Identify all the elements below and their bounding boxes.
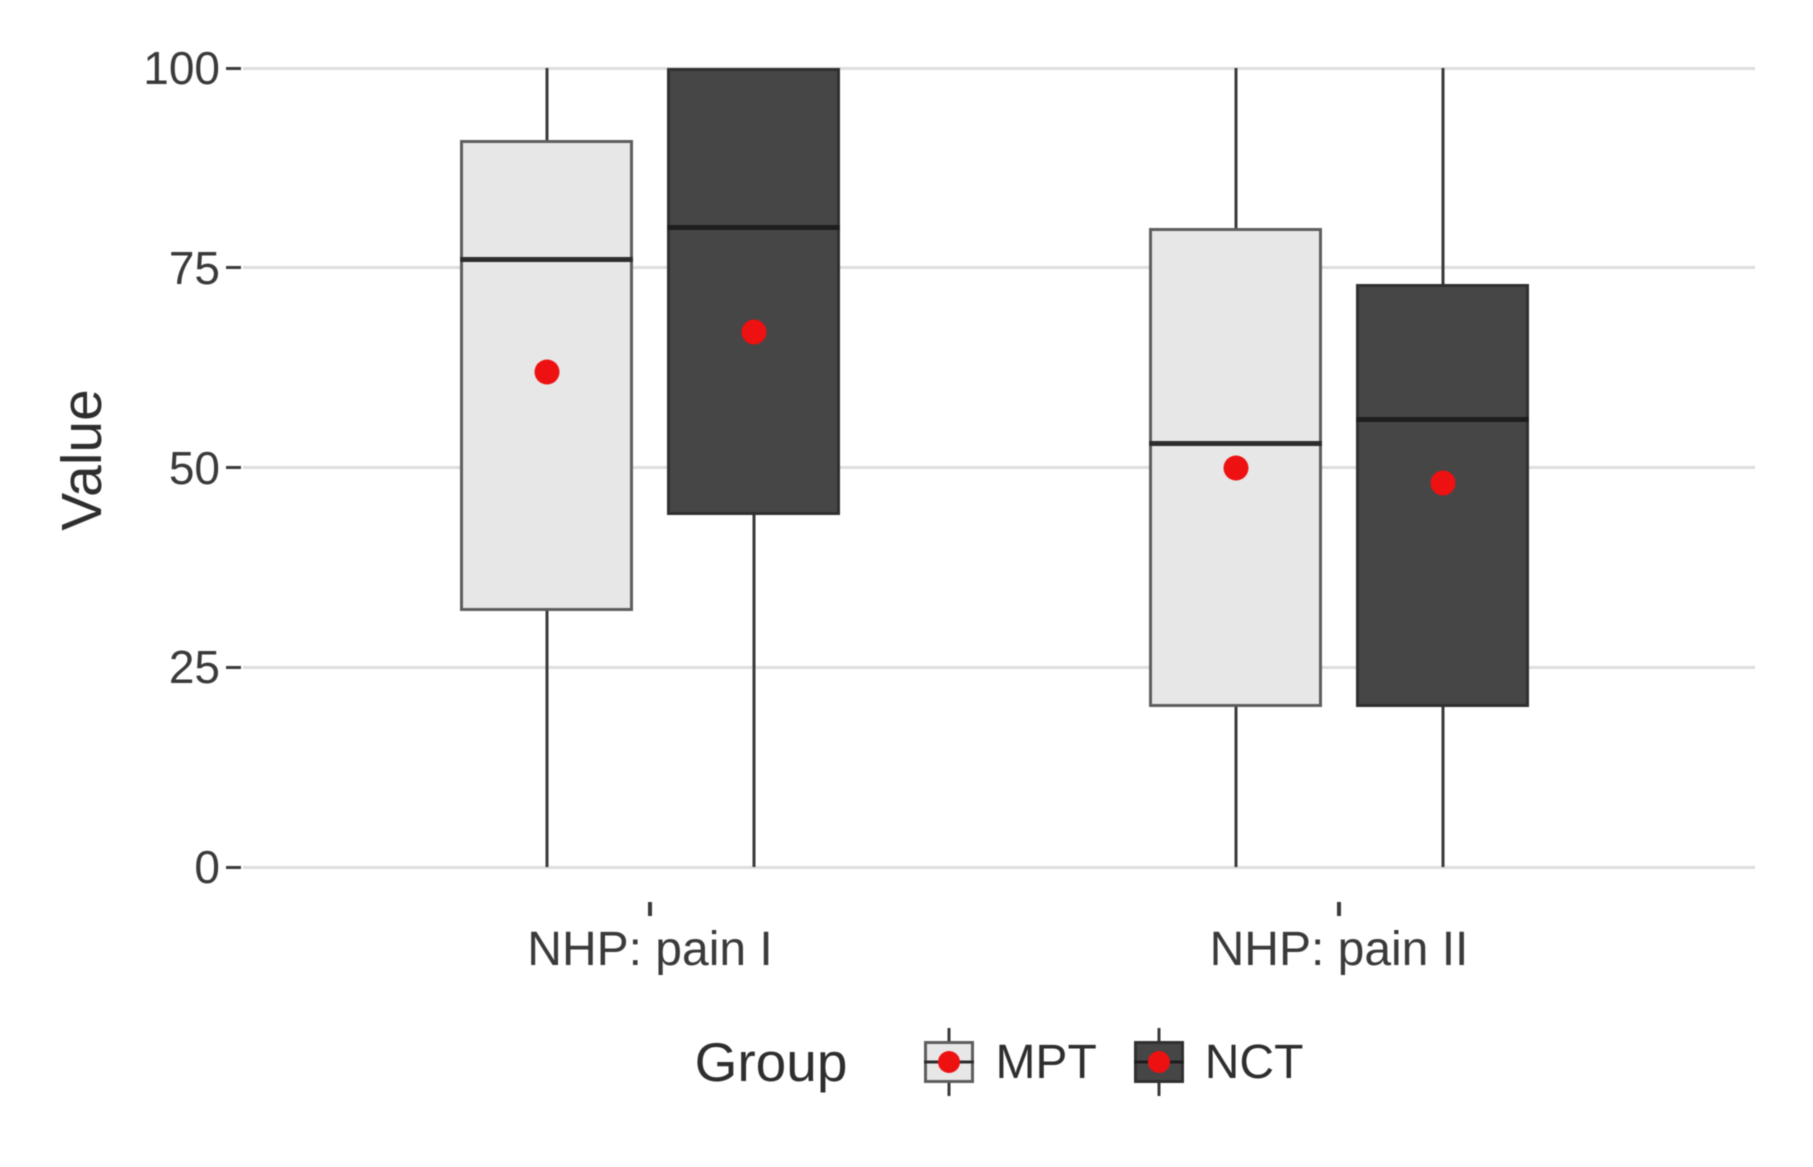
x-axis-tick-0 [648, 902, 652, 916]
legend-key-mpt [923, 1028, 975, 1096]
y-axis-tick-100 [226, 66, 241, 70]
median-line-mpt-cat0 [460, 257, 633, 263]
y-tick-label-100: 100 [143, 42, 220, 94]
y-axis-tick-50 [226, 466, 241, 469]
y-axis-tick-0 [226, 865, 241, 869]
box-nct-cat0 [667, 68, 840, 516]
y-tick-label-25: 25 [168, 641, 220, 694]
x-category-label-0: NHP: pain I [527, 923, 773, 976]
gridline-y-50 [243, 466, 1755, 469]
legend-title: Group [694, 1031, 848, 1093]
gridline-y-100 [243, 66, 1755, 70]
legend-key-nct [1133, 1028, 1185, 1096]
mean-dot-nct-cat1 [1430, 470, 1455, 496]
legend: Group MPT NCT [243, 1012, 1755, 1112]
legend-label-mpt: MPT [995, 1035, 1097, 1089]
gridline-y-75 [243, 266, 1755, 270]
y-axis-title: Value [50, 389, 114, 531]
legend-key-mean-dot [938, 1051, 961, 1073]
mean-dot-mpt-cat1 [1223, 455, 1248, 480]
median-line-nct-cat0 [667, 225, 840, 231]
y-tick-label-0: 0 [194, 841, 220, 893]
y-tick-label-50: 50 [168, 441, 220, 494]
legend-key-mean-dot [1147, 1051, 1170, 1073]
gridline-y-0 [243, 865, 1755, 869]
mean-dot-nct-cat0 [741, 319, 766, 345]
x-axis-tick-1 [1337, 902, 1341, 916]
y-tick-label-75: 75 [168, 241, 220, 294]
mean-dot-mpt-cat0 [534, 359, 559, 385]
median-line-nct-cat1 [1356, 417, 1529, 423]
y-axis-tick-75 [226, 266, 241, 270]
median-line-mpt-cat1 [1149, 441, 1322, 447]
x-category-label-1: NHP: pain II [1209, 923, 1469, 976]
legend-label-nct: NCT [1204, 1035, 1304, 1089]
y-axis-tick-25 [226, 665, 241, 669]
gridline-y-25 [243, 665, 1755, 669]
